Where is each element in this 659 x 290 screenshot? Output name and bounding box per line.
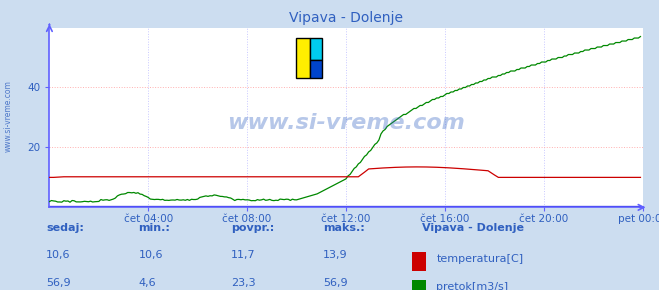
Text: povpr.:: povpr.: [231,223,274,233]
Bar [412,280,426,290]
Text: sedaj:: sedaj: [46,223,84,233]
Text: 56,9: 56,9 [46,278,71,288]
Text: pretok[m3/s]: pretok[m3/s] [436,282,508,290]
Text: temperatura[C]: temperatura[C] [436,254,523,264]
Text: 11,7: 11,7 [231,250,255,260]
Text: 13,9: 13,9 [323,250,347,260]
Text: 10,6: 10,6 [46,250,71,260]
Title: Vipava - Dolenje: Vipava - Dolenje [289,11,403,25]
Bar [412,252,426,271]
Text: Vipava - Dolenje: Vipava - Dolenje [422,223,524,233]
Text: maks.:: maks.: [323,223,364,233]
Text: www.si-vreme.com: www.si-vreme.com [227,113,465,133]
Text: min.:: min.: [138,223,170,233]
Text: 10,6: 10,6 [138,250,163,260]
Text: 23,3: 23,3 [231,278,255,288]
FancyBboxPatch shape [295,38,310,78]
Text: 56,9: 56,9 [323,278,347,288]
Text: 4,6: 4,6 [138,278,156,288]
FancyBboxPatch shape [310,60,322,78]
FancyBboxPatch shape [310,38,322,60]
Text: www.si-vreme.com: www.si-vreme.com [3,80,13,152]
